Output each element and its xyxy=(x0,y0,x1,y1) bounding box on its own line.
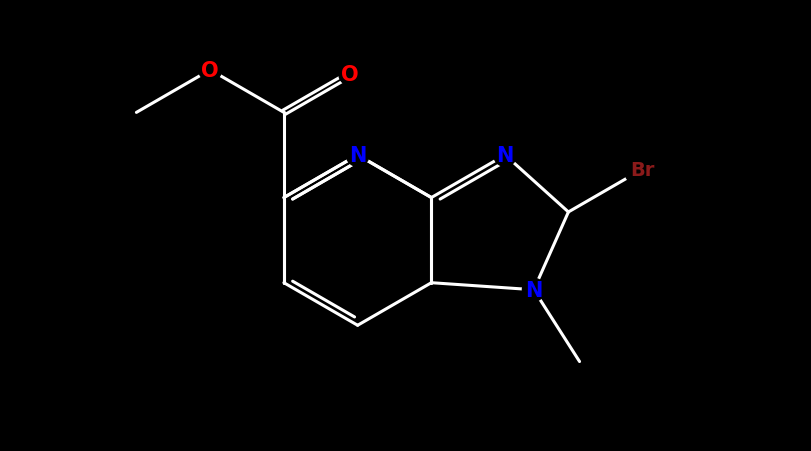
Text: N: N xyxy=(349,146,367,166)
Circle shape xyxy=(339,64,362,86)
Text: O: O xyxy=(201,61,219,81)
Text: Br: Br xyxy=(630,161,654,179)
Text: N: N xyxy=(525,280,543,300)
Circle shape xyxy=(624,152,660,188)
Circle shape xyxy=(199,60,221,82)
Circle shape xyxy=(494,144,517,167)
Text: N: N xyxy=(496,146,514,166)
Circle shape xyxy=(346,144,369,167)
Circle shape xyxy=(522,279,545,301)
Text: O: O xyxy=(341,65,359,85)
